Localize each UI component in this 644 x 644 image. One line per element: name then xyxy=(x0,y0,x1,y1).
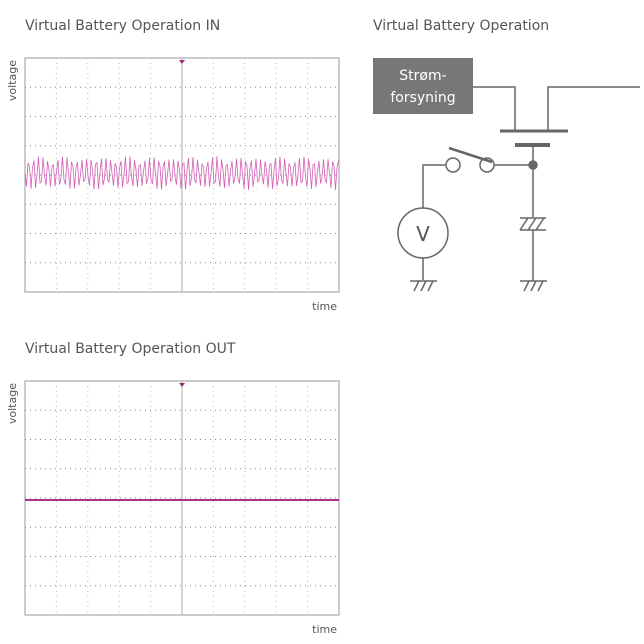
supply-box xyxy=(373,58,473,114)
capacitor-hatch xyxy=(519,217,545,231)
x-axis-label: time xyxy=(312,623,337,636)
panel-title: Virtual Battery Operation IN xyxy=(25,18,220,34)
wire xyxy=(473,86,516,130)
panel-title: Virtual Battery Operation OUT xyxy=(25,341,236,357)
scope-panel: Virtual Battery Operation IN voltage time xyxy=(6,18,340,313)
y-axis-label: voltage xyxy=(6,383,19,424)
switch-contact xyxy=(445,157,461,173)
circuit: Virtual Battery Operation Strøm- forsyni… xyxy=(373,18,640,292)
supply-label: Strøm- xyxy=(399,68,446,84)
trigger-marker xyxy=(179,60,185,64)
wire xyxy=(547,86,640,130)
scope-panel: Virtual Battery Operation OUT voltage time xyxy=(6,341,340,636)
x-axis-label: time xyxy=(312,300,337,313)
supply-label: forsyning xyxy=(390,90,455,106)
ground-hatch xyxy=(523,280,544,292)
circuit-title: Virtual Battery Operation xyxy=(373,18,549,34)
switch-lever xyxy=(448,146,493,164)
meter-label: V xyxy=(416,222,430,246)
wire xyxy=(422,164,446,208)
signal-trace xyxy=(24,156,339,190)
ground-hatch xyxy=(413,280,434,292)
y-axis-label: voltage xyxy=(6,60,19,101)
trigger-marker xyxy=(179,383,185,387)
